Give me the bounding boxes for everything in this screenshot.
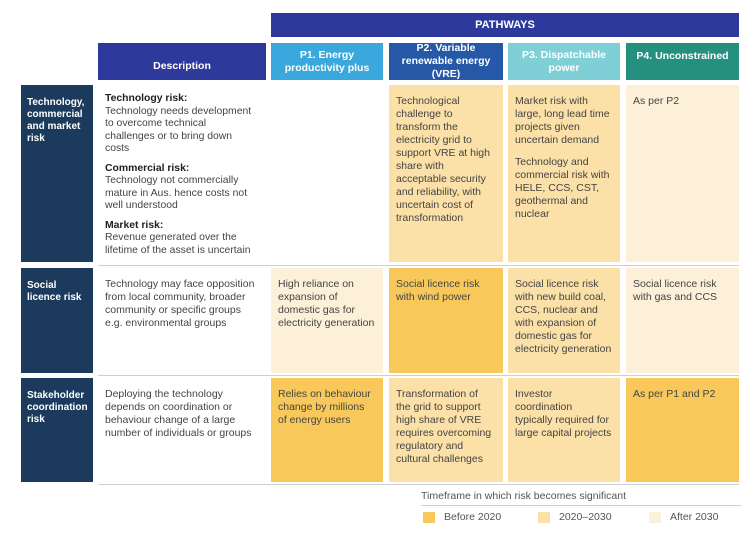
cell-social-p2: Social licence risk with wind power xyxy=(389,268,503,373)
column-header-p2: P2. Variable renewable energy (VRE) xyxy=(389,42,503,80)
cell-social-p3: Social licence risk with new build coal,… xyxy=(508,268,620,373)
legend-swatch-after-2030 xyxy=(649,511,661,523)
market-risk-title: Market risk: xyxy=(105,219,164,231)
pathways-label: PATHWAYS xyxy=(475,18,535,31)
cell-tcm-p1 xyxy=(271,85,383,262)
column-header-p1: P1. Energy productivity plus xyxy=(271,43,383,80)
row-divider-1 xyxy=(98,265,739,266)
cell-social-p4: Social licence risk with gas and CCS xyxy=(626,268,739,373)
cell-tcm-p4: As per P2 xyxy=(626,85,739,262)
row-label-stakeholder-coordination: Stakeholder coordination risk xyxy=(21,378,93,482)
cell-stakeholder-p1: Relies on behaviour change by millions o… xyxy=(271,378,383,482)
legend-swatch-2020-2030 xyxy=(538,511,550,523)
commercial-risk-title: Commercial risk: xyxy=(105,162,190,174)
cell-stakeholder-description: Deploying the technology depends on coor… xyxy=(98,378,266,482)
legend-divider xyxy=(421,505,741,506)
cell-social-p1: High reliance on expansion of domestic g… xyxy=(271,268,383,373)
cell-social-description: Technology may face opposition from loca… xyxy=(98,268,266,373)
column-header-p4: P4. Unconstrained xyxy=(626,43,739,80)
legend-swatch-before-2020 xyxy=(423,511,435,523)
column-header-description: Description xyxy=(98,43,266,80)
cell-stakeholder-p3: Investor coordination typically required… xyxy=(508,378,620,482)
commercial-risk-text: Technology not commercially mature in Au… xyxy=(105,175,248,211)
technology-risk-title: Technology risk: xyxy=(105,93,188,104)
pathways-header: PATHWAYS xyxy=(271,13,739,37)
row-label-social-licence: Social licence risk xyxy=(21,268,93,373)
cell-tcm-description: Technology risk: Technology needs develo… xyxy=(98,85,266,262)
legend: Timeframe in which risk becomes signific… xyxy=(421,490,741,532)
row-divider-3 xyxy=(98,484,739,485)
technology-risk-text: Technology needs development to overcome… xyxy=(105,105,252,155)
row-divider-2 xyxy=(98,375,739,376)
p3-technology-risk-text: Technology and commercial risk with HELE… xyxy=(515,156,610,220)
legend-item-2020-2030: 2020–2030 xyxy=(538,511,612,523)
column-header-p3: P3. Dispatchable power xyxy=(508,43,620,80)
row-label-technology-commercial-market: Technology, commercial and market risk xyxy=(21,85,93,262)
legend-item-before-2020: Before 2020 xyxy=(423,511,501,523)
market-risk-text: Revenue generated over the lifetime of t… xyxy=(105,232,251,256)
legend-title: Timeframe in which risk becomes signific… xyxy=(421,490,627,502)
legend-item-after-2030: After 2030 xyxy=(649,511,718,523)
cell-stakeholder-p4: As per P1 and P2 xyxy=(626,378,739,482)
cell-tcm-p2: Technological challenge to transform the… xyxy=(389,85,503,262)
cell-tcm-p3: Market risk with large, long lead time p… xyxy=(508,85,620,262)
p3-market-risk-text: Market risk with large, long lead time p… xyxy=(515,95,610,146)
cell-stakeholder-p2: Transformation of the grid to support hi… xyxy=(389,378,503,482)
